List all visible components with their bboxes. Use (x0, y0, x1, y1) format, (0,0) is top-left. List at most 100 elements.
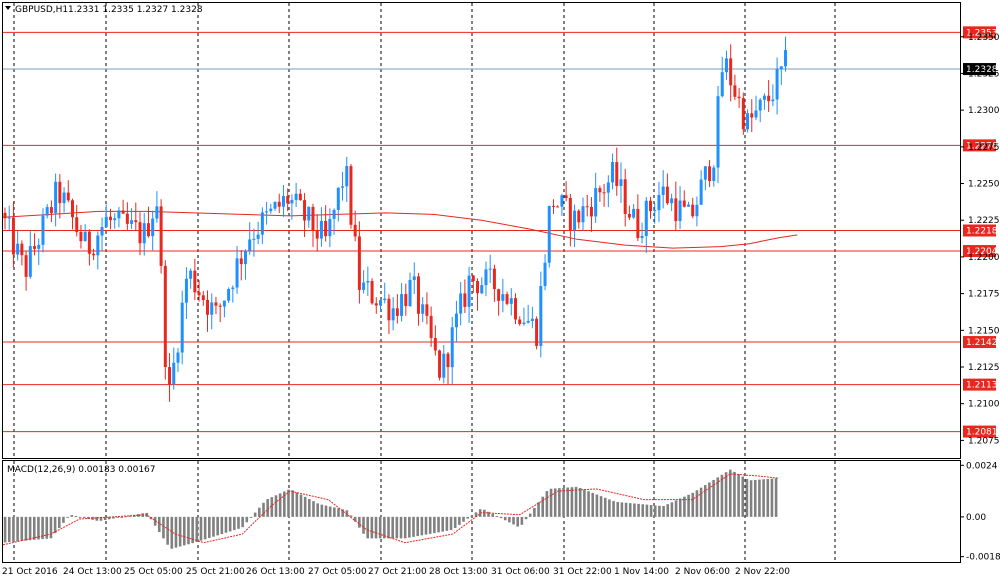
candle-body (117, 210, 121, 219)
candle-body (345, 166, 349, 187)
macd-bar (124, 516, 128, 518)
macd-tick-label: 0.00 (966, 513, 986, 523)
price-tick-label: 1.2100 (968, 400, 1000, 410)
time-tick-label: 28 Oct 13:00 (429, 567, 488, 577)
macd-bar (616, 502, 620, 517)
candle-body (281, 196, 285, 207)
macd-bar (587, 491, 590, 517)
candle-body (408, 279, 412, 307)
candle-body (197, 292, 201, 296)
macd-bar (353, 516, 357, 522)
collapse-triangle-icon[interactable] (5, 6, 11, 10)
candle-body (421, 304, 425, 314)
candle-body (619, 179, 623, 186)
candle-body (303, 200, 307, 221)
level-label: 1.2113 (963, 378, 998, 391)
candle-body (484, 269, 488, 286)
chart-title: GBPUSD,H1 (15, 5, 68, 15)
candle-body (720, 72, 724, 97)
main-plot-frame (2, 2, 961, 459)
candle-body (130, 220, 134, 224)
candle-body (138, 222, 142, 244)
candle-body (294, 193, 298, 200)
time-tick-label: 31 Oct 06:00 (491, 567, 550, 577)
candle-body (395, 308, 399, 316)
macd-bar (162, 516, 165, 539)
level-label: 1.2081 (963, 425, 998, 438)
macd-bar (749, 480, 753, 517)
macd-bar (495, 516, 499, 518)
macd-bar (666, 504, 670, 517)
candle-body (771, 99, 775, 102)
macd-bar (641, 504, 645, 517)
svg-text:1.2276: 1.2276 (966, 141, 998, 151)
macd-bar (695, 490, 699, 517)
candle-body (416, 276, 420, 314)
candle-body (214, 302, 218, 306)
macd-bar (591, 492, 595, 517)
macd-bar (678, 498, 682, 517)
candle-body (248, 239, 252, 251)
candle-body (686, 204, 690, 207)
candle-body (54, 181, 58, 214)
macd-bar (462, 516, 465, 522)
level-label: 1.2353 (963, 26, 998, 39)
candle-body (505, 294, 509, 304)
time-tick-label: 2 Nov 22:00 (735, 567, 790, 577)
macd-bar (470, 515, 474, 517)
macd-bar (737, 474, 740, 517)
macd-bar (107, 516, 111, 520)
macd-bar (658, 505, 661, 517)
macd-bar (724, 472, 728, 517)
candle-body (151, 218, 155, 237)
candle-body (66, 192, 70, 201)
candle-body (231, 287, 235, 290)
candle-body (547, 205, 551, 263)
candle-body (62, 192, 66, 204)
macd-bar (753, 479, 757, 517)
macd-bar (66, 516, 69, 518)
candle-body (606, 182, 610, 193)
price-tick-label: 1.2200 (968, 253, 1000, 263)
macd-bar (245, 516, 249, 523)
candle-body (446, 353, 450, 368)
candle-body (497, 289, 501, 301)
candle-body (49, 207, 53, 214)
candle-body (746, 113, 750, 130)
macd-bar (570, 487, 574, 517)
macd-bar (416, 516, 419, 537)
macd-bar (633, 503, 636, 517)
candle-body (378, 300, 382, 306)
candle-body (581, 206, 585, 223)
candle-body (526, 320, 530, 323)
current-price-label: 1.2328 (963, 63, 998, 76)
candle-body (577, 210, 581, 223)
svg-text:1.2142: 1.2142 (966, 338, 998, 348)
candle-body (142, 223, 146, 244)
macd-bar (237, 516, 240, 529)
macd-bar (278, 493, 282, 517)
candle-body (71, 200, 75, 218)
candle-body (459, 293, 463, 314)
macd-bar (166, 516, 169, 545)
macd-bar (303, 496, 307, 517)
candle-body (273, 201, 277, 209)
macd-bar (403, 516, 407, 539)
candle-body (568, 197, 572, 231)
macd-bar (3, 516, 7, 543)
macd-bar (428, 516, 432, 534)
candle-body (58, 181, 62, 204)
candle-body (146, 223, 150, 237)
candle-body (585, 206, 589, 208)
candle-body (277, 201, 281, 207)
macd-bar (391, 516, 394, 539)
macd-bar (608, 499, 611, 517)
macd-bar (691, 492, 695, 517)
candle-body (551, 205, 555, 207)
macd-bar (728, 469, 732, 517)
macd-bar (653, 505, 657, 517)
candle-body (370, 281, 374, 304)
candles-layer (3, 36, 788, 402)
